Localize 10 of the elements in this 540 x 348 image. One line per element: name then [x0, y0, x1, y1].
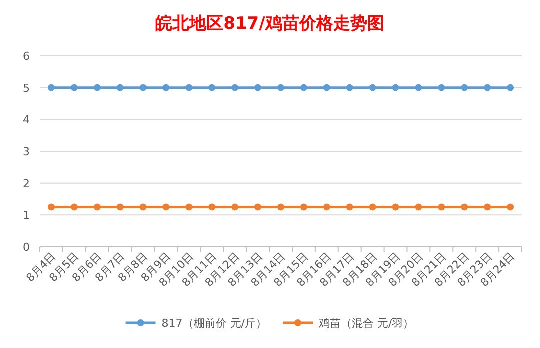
y-tick-label: 5 — [23, 82, 30, 95]
y-tick-label: 6 — [23, 50, 30, 63]
legend-label: 817（棚前价 元/斤） — [162, 317, 267, 330]
y-tick-label: 1 — [23, 209, 30, 222]
y-tick-label: 0 — [23, 241, 30, 254]
y-tick-label: 2 — [23, 177, 30, 190]
legend-label: 鸡苗（混合 元/羽） — [318, 317, 414, 330]
title: 皖北地区817/鸡苗价格走势图 — [156, 14, 384, 34]
y-tick-label: 4 — [23, 114, 30, 127]
y-tick-label: 3 — [23, 146, 30, 158]
